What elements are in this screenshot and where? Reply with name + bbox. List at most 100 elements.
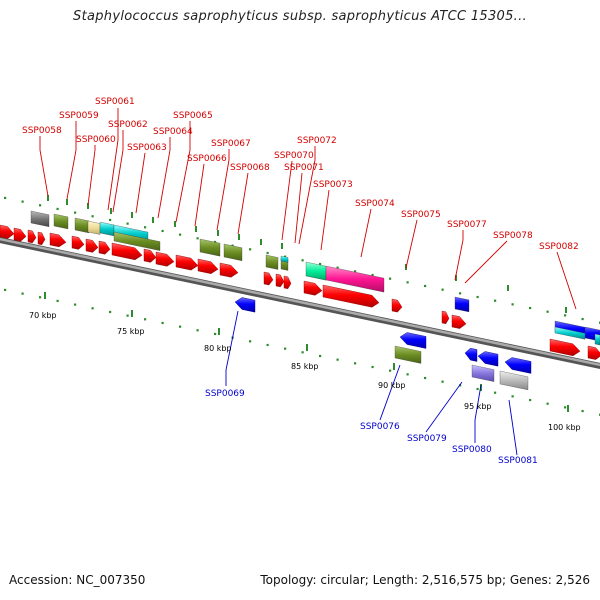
gene-label-SSP0070[interactable]: SSP0070 bbox=[274, 151, 314, 161]
outer-scale-minor-tick bbox=[441, 288, 444, 291]
forward-label-leader-1 bbox=[39, 149, 49, 197]
gene-label-SSP0074[interactable]: SSP0074 bbox=[355, 199, 395, 209]
forward-label-leader-12 bbox=[157, 149, 171, 219]
forward-label-leader-27 bbox=[454, 239, 464, 281]
outer-major-tick bbox=[565, 307, 567, 313]
scale-label-100kbp: 100 kbp bbox=[548, 423, 581, 432]
reverse-cds-arrow-4 bbox=[504, 357, 532, 374]
label-leader-layer bbox=[39, 108, 577, 456]
gene-feature-layer bbox=[0, 210, 600, 391]
gene-label-SSP0062[interactable]: SSP0062 bbox=[108, 120, 148, 130]
outer-major-tick bbox=[152, 217, 154, 223]
gene-label-SSP0073[interactable]: SSP0073 bbox=[313, 180, 353, 190]
forward-label-leader-14 bbox=[175, 149, 191, 223]
scale-labels: 70 kbp 75 kbp 80 kbp 85 kbp 90 kbp 95 kb… bbox=[29, 311, 581, 432]
inner-scale-minor-tick bbox=[494, 391, 497, 394]
outer-scale-minor-tick bbox=[249, 248, 252, 251]
gene-label-SSP0069[interactable]: SSP0069 bbox=[205, 389, 245, 399]
accession-text: Accession: NC_007350 bbox=[9, 573, 146, 587]
outer-scale-minor-tick bbox=[284, 255, 287, 258]
gene-label-SSP0066[interactable]: SSP0066 bbox=[187, 154, 227, 164]
reverse-label-leader-3 bbox=[425, 381, 463, 433]
forward-cds-arrow-13 bbox=[219, 262, 239, 278]
reverse-label-leader-1 bbox=[225, 310, 239, 371]
gene-label-SSP0071[interactable]: SSP0071 bbox=[284, 163, 324, 173]
gene-label-SSP0075[interactable]: SSP0075 bbox=[401, 210, 441, 220]
reverse-cds-arrow-0 bbox=[234, 297, 256, 313]
inner-scale-minor-tick bbox=[214, 332, 217, 336]
genome-summary-text: Topology: circular; Length: 2,516,575 bp… bbox=[260, 573, 590, 587]
outer-major-tick bbox=[507, 285, 509, 291]
outer-scale-minor-tick bbox=[529, 306, 532, 310]
inner-scale-minor-tick bbox=[266, 343, 269, 347]
forward-label-leader-22 bbox=[298, 159, 316, 245]
cog-bar-cyan bbox=[594, 333, 600, 346]
outer-major-tick bbox=[110, 208, 112, 214]
outer-major-tick bbox=[47, 195, 49, 201]
inner-major-tick bbox=[131, 310, 133, 317]
forward-cds-arrow-7 bbox=[98, 240, 111, 255]
cog-bar-olive bbox=[74, 217, 90, 234]
inner-scale-minor-tick bbox=[4, 288, 7, 292]
inner-scale-minor-tick bbox=[546, 402, 549, 405]
reverse-label-leader-2 bbox=[379, 364, 401, 421]
forward-cds-arrow-11 bbox=[175, 254, 199, 271]
outer-scale-minor-tick bbox=[126, 222, 129, 225]
gene-label-SSP0079[interactable]: SSP0079 bbox=[407, 434, 447, 444]
gene-label-SSP0061[interactable]: SSP0061 bbox=[95, 97, 135, 107]
gene-label-SSP0058[interactable]: SSP0058 bbox=[22, 126, 62, 136]
reverse-gene-labels: SSP0069 SSP0076 SSP0079 SSP0080 SSP0081 bbox=[205, 389, 538, 466]
forward-label-leader-15 bbox=[194, 163, 205, 227]
gene-label-SSP0072[interactable]: SSP0072 bbox=[297, 136, 337, 146]
inner-scale-minor-tick bbox=[476, 387, 479, 391]
gene-label-SSP0080[interactable]: SSP0080 bbox=[452, 445, 492, 455]
inner-major-tick bbox=[44, 292, 46, 299]
gene-label-SSP0059[interactable]: SSP0059 bbox=[59, 111, 99, 121]
forward-label-leader-24 bbox=[360, 208, 372, 258]
gene-label-SSP0063[interactable]: SSP0063 bbox=[127, 143, 167, 153]
inner-scale-minor-tick bbox=[371, 365, 374, 369]
reverse-cds-block bbox=[454, 296, 470, 313]
forward-label-leader-28 bbox=[464, 240, 508, 284]
gene-label-SSP0064[interactable]: SSP0064 bbox=[153, 127, 193, 137]
gene-label-SSP0065[interactable]: SSP0065 bbox=[173, 111, 213, 121]
inner-scale-minor-tick bbox=[511, 395, 514, 398]
forward-cds-arrow-5 bbox=[71, 235, 85, 250]
outer-scale-minor-tick bbox=[564, 314, 567, 317]
outer-scale-minor-tick bbox=[109, 218, 112, 222]
gene-label-SSP0081[interactable]: SSP0081 bbox=[498, 456, 538, 466]
gene-label-SSP0076[interactable]: SSP0076 bbox=[360, 422, 400, 432]
cog-bar-magenta bbox=[325, 265, 385, 293]
scale-tick-layer bbox=[4, 195, 600, 416]
reverse-cds-arrow-2 bbox=[464, 347, 478, 362]
forward-label-leader-18 bbox=[237, 172, 249, 235]
outer-scale-minor-tick bbox=[56, 207, 59, 211]
inner-scale-minor-tick bbox=[336, 358, 339, 361]
gene-label-SSP0067[interactable]: SSP0067 bbox=[211, 139, 251, 149]
gene-label-SSP0077[interactable]: SSP0077 bbox=[447, 220, 487, 230]
inner-scale-minor-tick bbox=[564, 406, 567, 409]
forward-cds-arrow-10 bbox=[155, 251, 175, 267]
gene-label-SSP0078[interactable]: SSP0078 bbox=[493, 231, 533, 241]
outer-major-tick bbox=[238, 234, 240, 240]
outer-scale-minor-tick bbox=[231, 244, 234, 247]
inner-scale-minor-tick bbox=[389, 369, 392, 372]
reverse-label-leader-5 bbox=[474, 384, 482, 421]
forward-label-leader-3 bbox=[66, 149, 77, 200]
gene-label-SSP0082[interactable]: SSP0082 bbox=[539, 242, 579, 252]
inner-scale-minor-tick bbox=[39, 296, 42, 299]
forward-gene-labels: SSP0058 SSP0059 SSP0060 SSP0061 SSP0062 … bbox=[22, 97, 579, 252]
gene-label-SSP0068[interactable]: SSP0068 bbox=[230, 163, 270, 173]
map-title: Staphylococcus saprophyticus subsp. sapr… bbox=[73, 9, 527, 24]
outer-major-tick bbox=[260, 239, 262, 245]
inner-scale-minor-tick bbox=[301, 351, 304, 354]
forward-label-leader-23 bbox=[320, 189, 330, 251]
cog-bar-gray bbox=[30, 210, 50, 227]
forward-label-leader-29 bbox=[556, 251, 577, 310]
gene-label-SSP0060[interactable]: SSP0060 bbox=[76, 135, 116, 145]
cog-bar-cyan bbox=[554, 326, 586, 340]
forward-cds-arrow-1 bbox=[13, 227, 27, 242]
outer-major-tick bbox=[87, 203, 89, 209]
outer-scale-minor-tick bbox=[196, 237, 199, 240]
outer-scale-minor-tick bbox=[511, 303, 514, 306]
